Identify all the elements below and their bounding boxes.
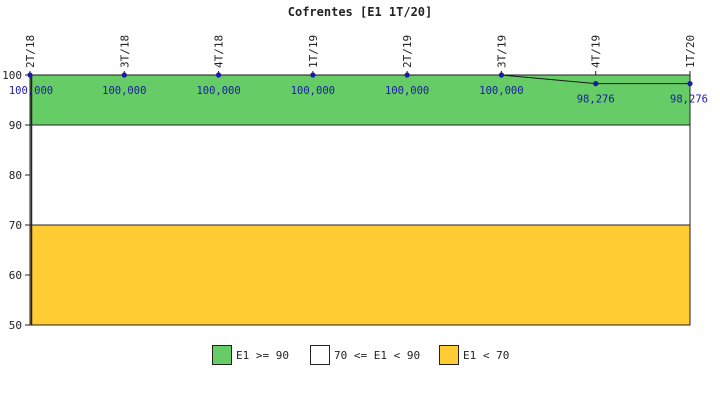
data-point [27,72,33,78]
band-2 [29,224,691,326]
chart-title: Cofrentes [E1 1T/20] [288,5,433,19]
data-label: 100,000 [102,85,146,97]
data-label: 100,000 [479,85,523,97]
data-point [215,72,222,78]
legend-label: 70 <= E1 < 90 [334,348,421,362]
data-label: 100,000 [385,85,429,97]
legend-label: E1 < 70 [463,348,510,362]
data-point [310,72,316,78]
x-tick-label: 1T/19 [307,35,320,68]
x-tick-label: 1T/20 [684,35,697,68]
y-tick-label: 60 [9,269,22,282]
x-tick-label: 3T/18 [118,35,131,68]
legend-item-white: 70 <= E1 < 90 [310,344,420,366]
x-tick-label: 3T/19 [495,35,508,68]
data-label: 100,000 [291,85,335,97]
legend-swatch [439,345,459,365]
data-label: 98,276 [670,94,708,106]
band-1 [29,124,691,226]
legend-swatch [310,345,330,365]
data-point [498,72,505,78]
y-tick-label: 100 [2,69,22,82]
legend: E1 >= 90 70 <= E1 < 90 E1 < 70 [0,344,720,368]
data-point [121,72,127,78]
data-label: 98,276 [577,94,615,106]
y-tick-label: 70 [9,219,22,232]
legend-label: E1 >= 90 [236,348,289,362]
y-tick-label: 90 [9,119,22,132]
legend-item-green: E1 >= 90 [212,344,289,366]
y-tick-label: 80 [9,169,22,182]
data-point [687,81,693,87]
x-tick-label: 4T/19 [590,35,603,68]
x-tick-label: 4T/18 [213,35,226,68]
data-point [593,81,599,87]
x-tick-label: 2T/18 [24,35,37,68]
band-0 [29,74,691,126]
series-line [30,74,690,85]
data-label: 100,000 [196,85,240,97]
data-label: 100,000 [9,85,53,97]
data-point [404,72,410,78]
legend-swatch [212,345,232,365]
threshold-bands [29,74,691,326]
legend-item-yellow: E1 < 70 [439,344,509,366]
y-tick-label: 50 [9,319,22,332]
series-layer [27,72,693,87]
x-tick-label: 2T/19 [401,35,414,68]
data-labels: 100,000 100,000 100,000 100,000 100,000 100,0… [9,85,708,106]
